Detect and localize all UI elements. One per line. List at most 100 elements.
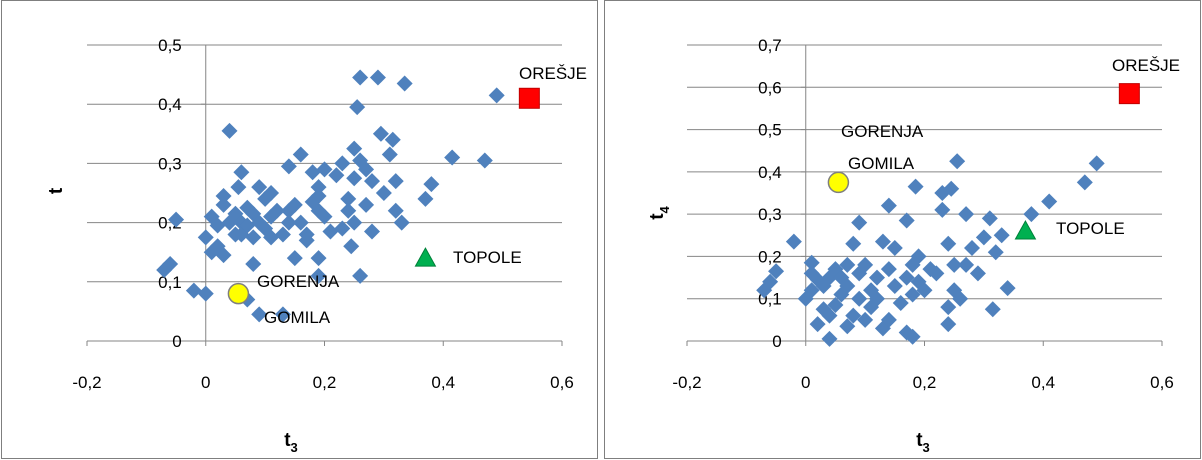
data-point-diamond	[886, 239, 903, 256]
data-point-diamond	[233, 164, 250, 181]
data-point-diamond	[839, 278, 856, 295]
x-axis-title: t3	[284, 430, 298, 455]
data-point-diamond	[396, 75, 413, 92]
x-axis-title-main: t	[284, 430, 291, 451]
data-point-diamond	[857, 256, 874, 273]
data-point-diamond	[975, 229, 992, 246]
data-point-diamond	[340, 202, 357, 219]
data-point-diamond	[340, 190, 357, 207]
data-point-diamond	[916, 282, 933, 299]
y-tick-label: 0,5	[158, 36, 182, 55]
data-point-diamond	[904, 286, 921, 303]
data-point-diamond	[358, 196, 375, 213]
annotation-topole: TOPOLE	[1056, 219, 1125, 238]
data-point-diamond	[934, 201, 951, 218]
data-point-diamond	[869, 269, 885, 286]
y-tick-label: 0,5	[758, 121, 782, 140]
data-point-diamond	[292, 214, 309, 231]
data-point-diamond	[958, 206, 975, 223]
data-point-diamond	[904, 328, 921, 345]
data-point-diamond	[987, 244, 1004, 261]
data-point-diamond	[245, 229, 262, 246]
data-point-diamond	[387, 202, 404, 219]
data-point-diamond	[444, 149, 461, 166]
annotation-gorenja: GORENJA	[841, 122, 924, 141]
data-point-diamond	[310, 267, 327, 284]
data-point-diamond	[310, 187, 327, 204]
x-axis-title: t3	[916, 430, 930, 455]
data-point-diamond	[785, 233, 802, 250]
data-point-diamond	[215, 187, 232, 204]
data-point-diamond	[209, 217, 226, 234]
data-point-oresje	[1118, 83, 1140, 105]
chart-panel-right: 0 0,1 0,2 0,3 0,4 0,5 0,6 0,7 -0,2 0 0,2 0,4 0,6 OREŠ…	[604, 0, 1201, 459]
data-point-diamond	[984, 301, 1001, 318]
data-point-diamond	[476, 152, 493, 169]
y-tick-label: 0	[772, 332, 781, 351]
data-point-diamond	[375, 185, 392, 201]
data-point-diamond	[286, 250, 303, 267]
data-point-diamond	[230, 179, 247, 196]
data-point-diamond	[940, 235, 957, 252]
data-point-diamond	[221, 122, 238, 139]
data-point-diamond	[292, 146, 309, 163]
data-point-diamond	[999, 280, 1016, 297]
data-point-diamond	[869, 290, 885, 307]
data-point-diamond	[274, 226, 291, 243]
data-point-diamond	[364, 173, 380, 190]
data-point-diamond	[310, 250, 327, 267]
data-point-diamond	[381, 146, 398, 163]
y-axis-title-main: t	[647, 213, 668, 220]
data-point-oresje	[518, 87, 540, 109]
x-tick-label: 0	[201, 373, 210, 392]
data-point-diamond	[488, 87, 505, 104]
data-point-topole	[1014, 220, 1037, 240]
data-point-diamond	[1088, 155, 1105, 172]
annotation-gomila: GOMILA	[264, 308, 331, 327]
data-point-diamond	[352, 69, 369, 86]
data-point-diamond	[387, 173, 404, 190]
x-axis-title-subscript: 3	[291, 440, 298, 455]
data-point-diamond	[423, 176, 440, 193]
data-point-gorenja-gomila	[227, 282, 250, 305]
data-point-diamond	[245, 256, 262, 273]
scatter-chart-t4-vs-t3: 00,10,20,30,40,50,60,7-0,2 0 0,2 0,4 0,6OREŠ…	[647, 36, 1180, 455]
data-point-diamond	[251, 179, 268, 196]
data-point-gorenja-gomila	[827, 171, 850, 194]
x-tick-label: -0,2	[72, 373, 101, 392]
data-point-diamond	[845, 235, 862, 252]
data-point-diamond	[880, 311, 897, 328]
data-point-diamond	[322, 223, 339, 240]
data-point-diamond	[346, 170, 363, 187]
data-point-diamond	[886, 278, 903, 295]
data-point-diamond	[880, 197, 897, 214]
data-point-diamond	[898, 212, 915, 229]
data-point-diamond	[364, 223, 380, 240]
data-point-diamond	[851, 214, 868, 231]
data-point-diamond	[316, 208, 333, 225]
data-point-diamond	[949, 153, 966, 170]
data-point-diamond	[316, 161, 333, 178]
data-point-diamond	[928, 265, 945, 282]
data-point-diamond	[940, 316, 957, 333]
data-point-diamond	[827, 297, 844, 314]
data-point-diamond	[964, 239, 980, 256]
x-tick-label: 0	[801, 373, 810, 392]
y-tick-label: 0,2	[758, 247, 782, 266]
y-tick-label: 0,6	[758, 78, 782, 97]
data-point-diamond	[857, 311, 874, 328]
data-point-diamond	[215, 247, 232, 264]
annotation-topole: TOPOLE	[453, 248, 522, 267]
data-point-diamond	[803, 282, 820, 299]
data-point-diamond	[346, 214, 363, 231]
x-axis-title-subscript: 3	[923, 440, 930, 455]
data-point-diamond	[310, 179, 327, 196]
data-point-diamond	[943, 180, 960, 197]
data-point-diamond	[239, 217, 256, 234]
y-tick-label: 0,7	[758, 36, 782, 55]
data-point-diamond	[958, 256, 975, 273]
data-point-diamond	[892, 294, 909, 311]
x-tick-label: 0,2	[313, 373, 337, 392]
data-point-diamond	[940, 299, 957, 316]
data-point-diamond	[809, 316, 826, 333]
